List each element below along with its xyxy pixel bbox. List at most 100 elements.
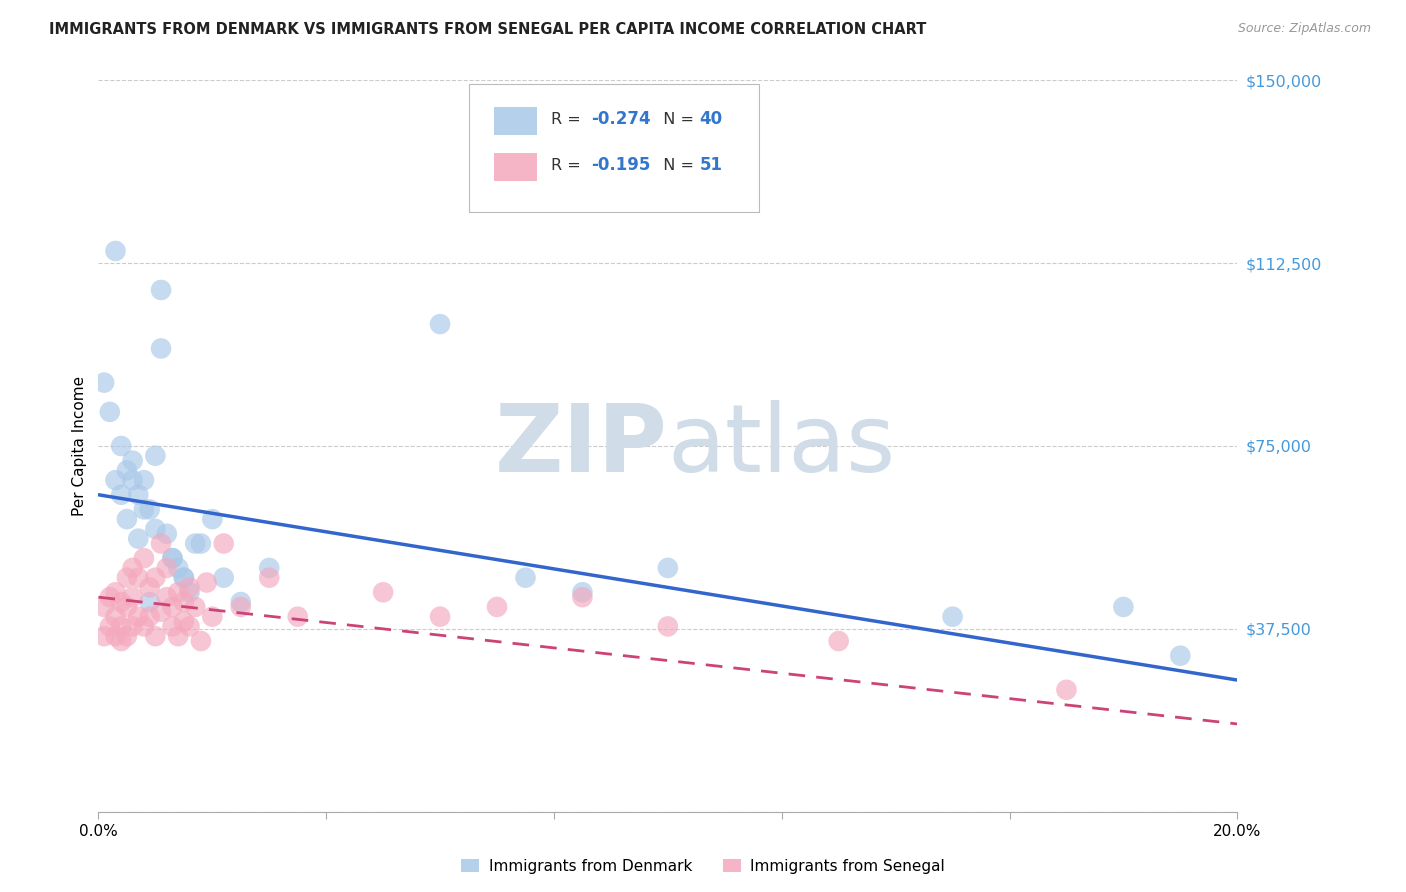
Text: R =: R = — [551, 112, 585, 127]
Point — [287, 609, 309, 624]
Point — [657, 561, 679, 575]
Point — [184, 599, 207, 614]
Point — [104, 244, 127, 258]
Point — [1170, 648, 1192, 663]
Point — [212, 536, 235, 550]
Point — [110, 634, 132, 648]
Point — [93, 599, 115, 614]
Point — [167, 585, 190, 599]
Point — [138, 502, 160, 516]
Point — [121, 619, 143, 633]
Point — [657, 619, 679, 633]
Text: 51: 51 — [700, 156, 723, 174]
Point — [259, 571, 281, 585]
Point — [115, 629, 138, 643]
Point — [121, 561, 143, 575]
Text: 40: 40 — [700, 110, 723, 128]
Text: N =: N = — [652, 112, 699, 127]
Point — [201, 512, 224, 526]
Point — [98, 405, 121, 419]
Point — [195, 575, 218, 590]
Point — [132, 473, 155, 487]
Point — [156, 561, 179, 575]
Point — [110, 439, 132, 453]
Point — [429, 609, 451, 624]
Point — [179, 619, 201, 633]
Point — [145, 571, 167, 585]
Point — [486, 599, 509, 614]
Point — [828, 634, 851, 648]
Point — [229, 595, 252, 609]
Point — [156, 590, 179, 604]
Point — [127, 488, 149, 502]
Point — [121, 590, 143, 604]
Text: IMMIGRANTS FROM DENMARK VS IMMIGRANTS FROM SENEGAL PER CAPITA INCOME CORRELATION: IMMIGRANTS FROM DENMARK VS IMMIGRANTS FR… — [49, 22, 927, 37]
Point — [167, 561, 190, 575]
Point — [179, 581, 201, 595]
Point — [145, 629, 167, 643]
Point — [571, 590, 593, 604]
Point — [229, 599, 252, 614]
Point — [173, 595, 195, 609]
Point — [138, 609, 160, 624]
Point — [942, 609, 965, 624]
Point — [259, 561, 281, 575]
Text: N =: N = — [652, 158, 699, 173]
Point — [98, 590, 121, 604]
Point — [167, 629, 190, 643]
Point — [373, 585, 395, 599]
Point — [173, 571, 195, 585]
FancyBboxPatch shape — [494, 153, 537, 181]
Point — [212, 571, 235, 585]
Point — [1112, 599, 1135, 614]
Point — [104, 629, 127, 643]
Point — [190, 634, 212, 648]
Point — [190, 536, 212, 550]
Point — [127, 609, 149, 624]
Point — [150, 536, 173, 550]
Point — [173, 571, 195, 585]
Point — [93, 376, 115, 390]
Point — [93, 629, 115, 643]
Point — [110, 619, 132, 633]
Y-axis label: Per Capita Income: Per Capita Income — [72, 376, 87, 516]
Point — [156, 526, 179, 541]
Text: Source: ZipAtlas.com: Source: ZipAtlas.com — [1237, 22, 1371, 36]
Point — [104, 609, 127, 624]
Point — [132, 551, 155, 566]
Point — [162, 551, 184, 566]
Point — [162, 599, 184, 614]
Text: -0.195: -0.195 — [592, 156, 651, 174]
Point — [115, 599, 138, 614]
Point — [110, 488, 132, 502]
Point — [115, 512, 138, 526]
Point — [201, 609, 224, 624]
Legend: Immigrants from Denmark, Immigrants from Senegal: Immigrants from Denmark, Immigrants from… — [456, 853, 950, 880]
Point — [104, 473, 127, 487]
Point — [121, 473, 143, 487]
Point — [115, 571, 138, 585]
Text: atlas: atlas — [668, 400, 896, 492]
Point — [132, 619, 155, 633]
Point — [162, 619, 184, 633]
Point — [132, 502, 155, 516]
Point — [138, 595, 160, 609]
Point — [145, 449, 167, 463]
Point — [1056, 682, 1078, 697]
Point — [127, 532, 149, 546]
Point — [127, 571, 149, 585]
Point — [150, 605, 173, 619]
Point — [429, 317, 451, 331]
Point — [145, 522, 167, 536]
Text: -0.274: -0.274 — [592, 110, 651, 128]
Point — [173, 615, 195, 629]
Point — [162, 551, 184, 566]
Point — [150, 342, 173, 356]
Point — [150, 283, 173, 297]
Point — [184, 536, 207, 550]
Point — [98, 619, 121, 633]
Point — [571, 585, 593, 599]
Text: R =: R = — [551, 158, 585, 173]
Text: ZIP: ZIP — [495, 400, 668, 492]
Point — [179, 585, 201, 599]
